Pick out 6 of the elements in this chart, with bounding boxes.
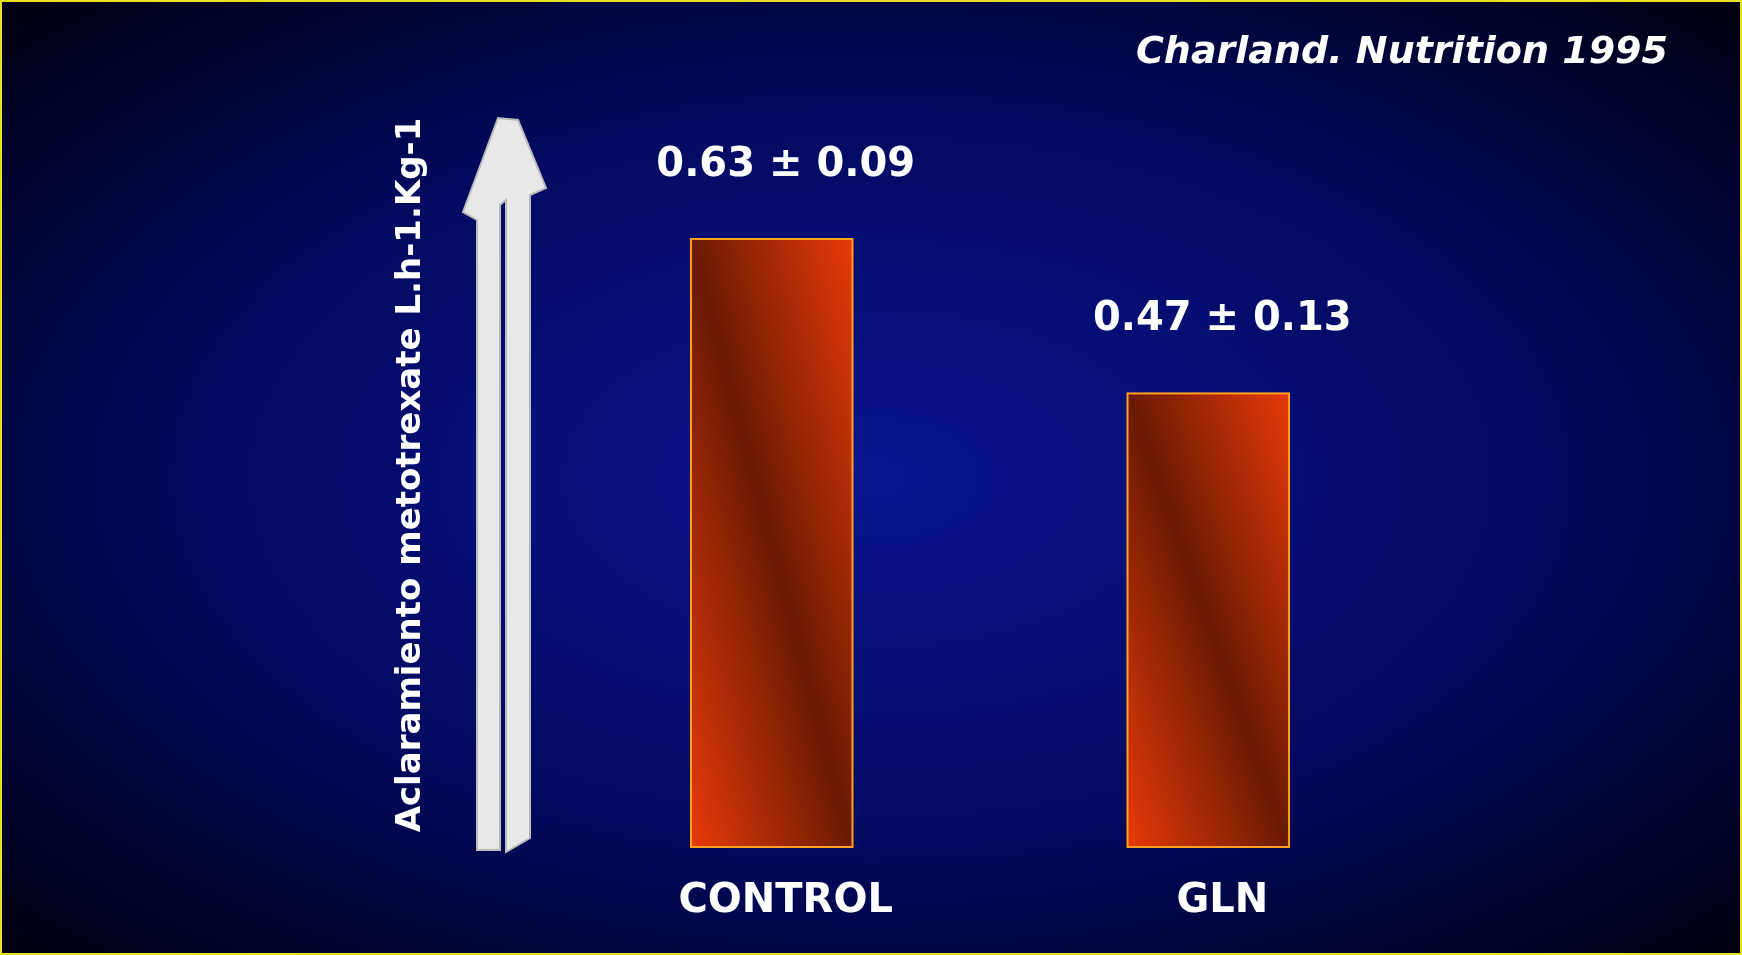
x-tick-label: GLN — [1176, 875, 1269, 921]
y-axis-title: Aclaramiento metotrexate L.h-1.Kg-1 — [388, 117, 428, 833]
x-tick-label: CONTROL — [678, 875, 893, 921]
data-label: 0.63 ± 0.09 — [656, 139, 916, 185]
data-label: 0.47 ± 0.13 — [1092, 293, 1352, 340]
text: Charland. Nutrition 1995 — [1135, 28, 1668, 72]
